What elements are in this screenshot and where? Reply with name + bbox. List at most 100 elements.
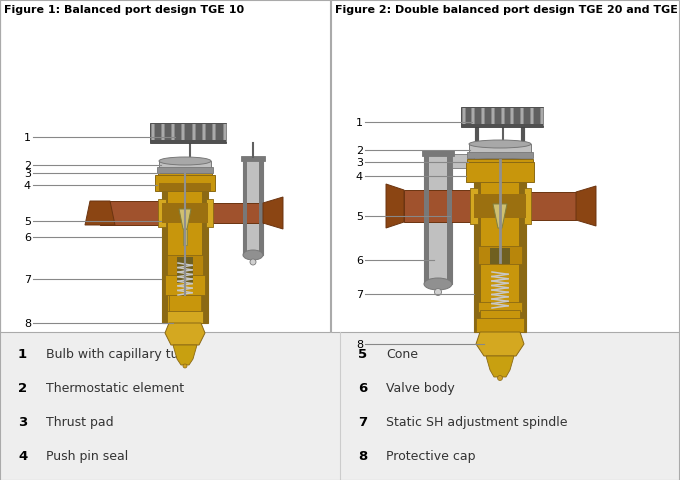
Bar (241, 156, 265, 162)
Bar (259, 157, 263, 255)
Bar (160, 125, 165, 143)
Ellipse shape (243, 251, 263, 261)
Bar (502, 109, 503, 127)
Ellipse shape (424, 278, 452, 290)
Bar (472, 109, 474, 127)
Text: Figure 2: Double balanced port design TGE 20 and TGE 40: Figure 2: Double balanced port design TG… (335, 5, 680, 15)
Ellipse shape (467, 159, 533, 171)
Text: 6: 6 (24, 232, 31, 242)
Polygon shape (263, 198, 283, 229)
Text: 2: 2 (24, 161, 31, 171)
Bar (162, 176, 168, 324)
Text: 7: 7 (24, 275, 31, 285)
Bar (150, 124, 226, 144)
Circle shape (183, 364, 187, 368)
Ellipse shape (469, 141, 531, 149)
Bar (165, 276, 205, 295)
Bar (466, 163, 534, 182)
Bar (177, 257, 193, 283)
Ellipse shape (158, 173, 212, 182)
Bar (155, 176, 215, 192)
Ellipse shape (159, 157, 211, 166)
Bar (530, 109, 534, 127)
Bar (182, 125, 184, 143)
Bar (462, 109, 466, 127)
Bar (526, 192, 576, 220)
Bar (203, 125, 205, 143)
Bar (462, 109, 464, 127)
Bar (500, 109, 505, 127)
Text: 8: 8 (356, 339, 363, 349)
Polygon shape (576, 187, 596, 227)
Bar (183, 229, 187, 245)
Bar (474, 165, 526, 332)
Text: 7: 7 (356, 289, 363, 300)
Bar (100, 202, 162, 226)
Bar (171, 125, 175, 143)
Bar (222, 125, 226, 143)
Bar (519, 165, 526, 332)
Text: 3: 3 (18, 416, 27, 429)
Text: 4: 4 (24, 180, 31, 191)
Text: 6: 6 (358, 382, 367, 395)
Bar (158, 174, 212, 181)
Bar (159, 162, 211, 169)
Bar (172, 125, 174, 143)
Bar (243, 157, 247, 255)
Bar (192, 125, 194, 143)
Bar (206, 200, 213, 228)
Polygon shape (486, 356, 514, 377)
Bar (521, 109, 523, 127)
Bar (162, 176, 208, 324)
Bar (424, 153, 452, 285)
Bar (169, 295, 201, 315)
Bar (474, 194, 526, 218)
Text: Thermostatic element: Thermostatic element (46, 382, 184, 395)
Text: 3: 3 (24, 168, 31, 179)
Text: Static SH adjustment spindle: Static SH adjustment spindle (386, 416, 568, 429)
Bar (461, 108, 543, 128)
Polygon shape (493, 204, 507, 228)
Bar (331, 0, 680, 332)
Bar (490, 249, 510, 264)
Text: Push pin seal: Push pin seal (46, 450, 129, 463)
Bar (162, 204, 208, 224)
Bar (481, 109, 485, 127)
Bar (470, 189, 478, 225)
Polygon shape (476, 332, 524, 356)
Bar (0, 0, 330, 332)
Text: Bulb with capillary tube: Bulb with capillary tube (46, 348, 194, 361)
Bar (478, 302, 522, 312)
Bar (150, 141, 226, 144)
Bar (482, 109, 484, 127)
Bar (214, 125, 215, 143)
Text: 1: 1 (18, 348, 27, 361)
Bar (424, 153, 429, 285)
Text: Protective cap: Protective cap (386, 450, 475, 463)
Text: 8: 8 (24, 318, 31, 328)
Text: Cone: Cone (386, 348, 418, 361)
Text: 6: 6 (356, 255, 363, 265)
Text: 5: 5 (356, 212, 363, 222)
Bar (202, 125, 206, 143)
Bar (524, 189, 531, 225)
Bar (404, 191, 474, 223)
Bar (491, 109, 495, 127)
Text: 4: 4 (18, 450, 27, 463)
Bar (150, 125, 154, 143)
Text: 2: 2 (18, 382, 27, 395)
Bar (167, 312, 203, 324)
Bar (510, 109, 514, 127)
Bar (476, 318, 524, 332)
Bar (478, 247, 522, 264)
Bar (469, 144, 531, 155)
Bar (461, 125, 543, 128)
Text: 1: 1 (356, 118, 363, 128)
Bar (243, 157, 263, 255)
Bar (152, 125, 154, 143)
Text: 7: 7 (358, 416, 367, 429)
Bar (422, 151, 454, 156)
Bar (162, 125, 164, 143)
Bar (212, 125, 216, 143)
Polygon shape (386, 185, 404, 228)
